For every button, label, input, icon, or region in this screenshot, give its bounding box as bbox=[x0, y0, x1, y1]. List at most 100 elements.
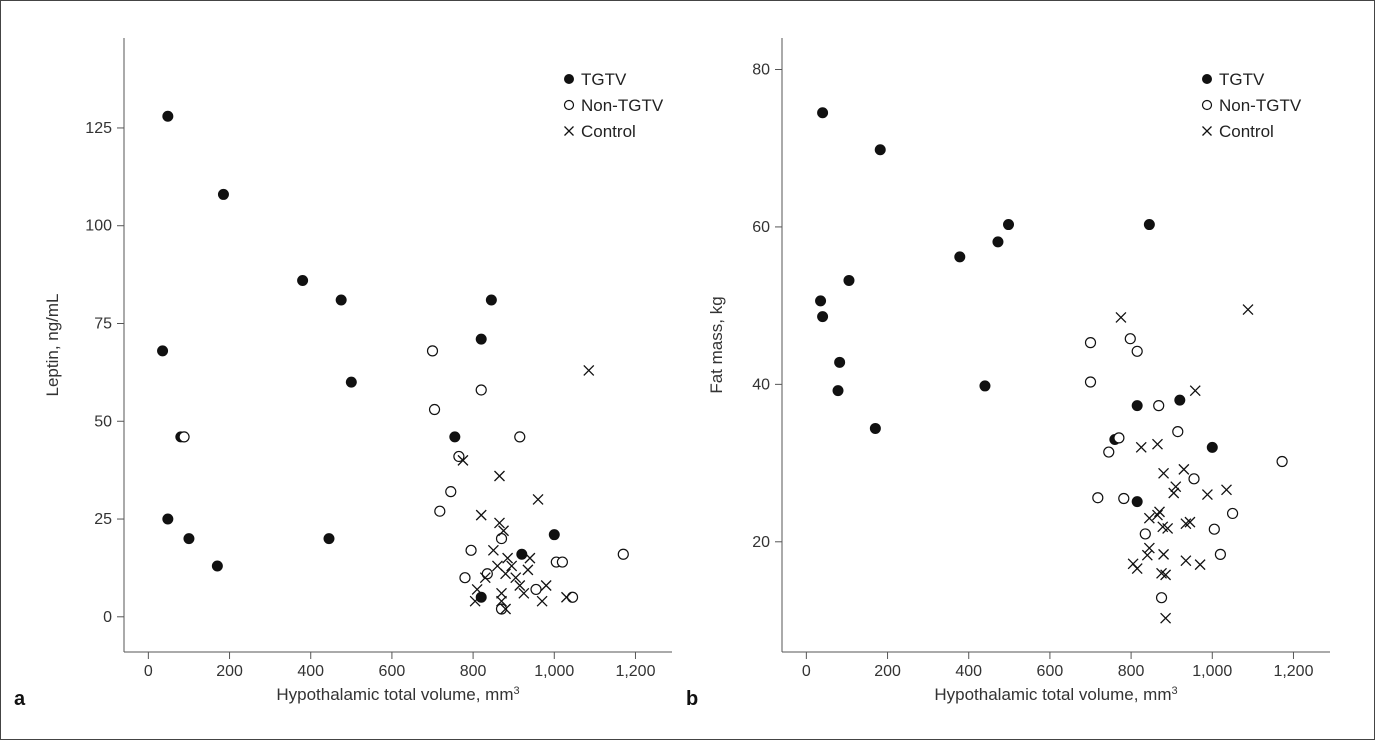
tgtv-point bbox=[1206, 441, 1218, 453]
panel-b-label: b bbox=[686, 688, 698, 710]
non-tgtv-point bbox=[566, 591, 579, 603]
control-point bbox=[1180, 555, 1192, 567]
control-point bbox=[494, 517, 505, 529]
control-point bbox=[1201, 489, 1213, 501]
non-tgtv-point bbox=[495, 532, 508, 545]
control-point bbox=[496, 595, 507, 607]
legend-label-control: Control bbox=[581, 122, 636, 141]
panel-a-y-ticks: 0 25 50 75 100 125 bbox=[85, 120, 124, 626]
tgtv-point bbox=[979, 380, 991, 392]
panel-a-legend: TGTV Non-TGTV Control bbox=[563, 70, 664, 141]
legend-label-non-tgtv: Non-TGTV bbox=[1219, 96, 1302, 115]
control-point bbox=[1221, 484, 1232, 496]
control-point bbox=[1189, 385, 1201, 397]
y-tick-label: 75 bbox=[94, 315, 112, 332]
panel-a-label: a bbox=[14, 688, 26, 710]
panel-a-y-axis-title: Leptin, ng/mL bbox=[43, 293, 62, 396]
control-point bbox=[583, 364, 595, 376]
legend-label-tgtv: TGTV bbox=[581, 70, 627, 89]
tgtv-point bbox=[162, 110, 174, 122]
y-tick-label: 40 bbox=[752, 376, 770, 393]
non-tgtv-point bbox=[1092, 492, 1104, 504]
non-tgtv-point bbox=[428, 403, 441, 416]
non-tgtv-point bbox=[1139, 528, 1151, 540]
control-point bbox=[494, 470, 505, 482]
legend-marker-control bbox=[1202, 126, 1212, 136]
control-point bbox=[1158, 467, 1170, 479]
control-point bbox=[1157, 521, 1169, 533]
control-point bbox=[487, 544, 499, 556]
tgtv-point bbox=[1131, 496, 1143, 508]
tgtv-point bbox=[1174, 394, 1186, 406]
non-tgtv-point bbox=[556, 556, 569, 568]
non-tgtv-point bbox=[1208, 523, 1220, 535]
non-tgtv-point bbox=[178, 431, 190, 443]
tgtv-point bbox=[183, 533, 195, 545]
panel-b-y-ticks: 20 40 60 80 bbox=[752, 61, 782, 551]
legend-marker-tgtv bbox=[564, 74, 574, 84]
control-point bbox=[500, 568, 512, 580]
panel-b-legend: TGTV Non-TGTV Control bbox=[1201, 70, 1302, 141]
non-tgtv-point bbox=[475, 384, 487, 396]
x-tick-label: 0 bbox=[802, 663, 811, 680]
legend-marker-non-tgtv bbox=[563, 99, 575, 111]
tgtv-point bbox=[157, 345, 169, 357]
non-tgtv-point bbox=[1226, 507, 1239, 520]
panel-b-x-axis-title: Hypothalamic total volume, mm3 bbox=[934, 685, 1177, 704]
control-point bbox=[1242, 304, 1254, 316]
tgtv-point bbox=[1131, 400, 1143, 412]
non-tgtv-point bbox=[1172, 425, 1184, 438]
control-point bbox=[471, 583, 483, 595]
tgtv-point bbox=[815, 295, 827, 307]
control-point bbox=[1143, 512, 1155, 524]
control-point bbox=[1156, 567, 1167, 579]
tgtv-point bbox=[217, 188, 229, 200]
y-tick-label: 80 bbox=[752, 61, 770, 78]
control-point bbox=[540, 580, 552, 591]
non-tgtv-point bbox=[459, 572, 471, 584]
control-point bbox=[457, 454, 469, 466]
control-point bbox=[524, 552, 536, 564]
x-tick-label: 800 bbox=[460, 663, 487, 680]
tgtv-point bbox=[832, 385, 844, 397]
panel-b-points bbox=[815, 107, 1288, 624]
legend-marker-tgtv bbox=[1202, 74, 1212, 84]
tgtv-point bbox=[834, 356, 846, 368]
non-tgtv-point bbox=[1084, 376, 1097, 388]
tgtv-point bbox=[1143, 219, 1155, 231]
control-point bbox=[1178, 463, 1190, 475]
non-tgtv-point bbox=[1153, 400, 1165, 412]
non-tgtv-point bbox=[617, 548, 629, 560]
control-point bbox=[496, 587, 507, 599]
tgtv-point bbox=[874, 144, 886, 156]
non-tgtv-point bbox=[1276, 455, 1288, 468]
control-point bbox=[1160, 612, 1172, 624]
control-point bbox=[560, 591, 572, 603]
control-point bbox=[1180, 518, 1192, 530]
non-tgtv-point bbox=[530, 583, 542, 596]
legend-marker-control bbox=[564, 126, 574, 136]
legend-label-non-tgtv: Non-TGTV bbox=[581, 96, 664, 115]
control-point bbox=[1184, 516, 1196, 528]
control-point bbox=[1115, 311, 1127, 323]
x-tick-label: 400 bbox=[297, 663, 324, 680]
panel-b-y-axis-title: Fat mass, kg bbox=[707, 296, 726, 393]
control-point bbox=[469, 595, 481, 607]
control-point bbox=[522, 564, 534, 576]
non-tgtv-point bbox=[1124, 333, 1136, 345]
control-point bbox=[502, 552, 514, 564]
x-tick-label: 200 bbox=[874, 663, 901, 680]
control-point bbox=[1194, 559, 1206, 571]
control-point bbox=[506, 560, 518, 572]
x-tick-label: 1,000 bbox=[534, 663, 574, 680]
x-tick-label: 200 bbox=[216, 663, 243, 680]
y-tick-label: 60 bbox=[752, 219, 770, 236]
tgtv-point bbox=[869, 422, 881, 434]
tgtv-point bbox=[548, 529, 560, 541]
x-tick-label: 600 bbox=[1037, 663, 1064, 680]
tgtv-point bbox=[817, 107, 829, 119]
non-tgtv-point bbox=[495, 603, 508, 615]
tgtv-point bbox=[843, 274, 855, 286]
